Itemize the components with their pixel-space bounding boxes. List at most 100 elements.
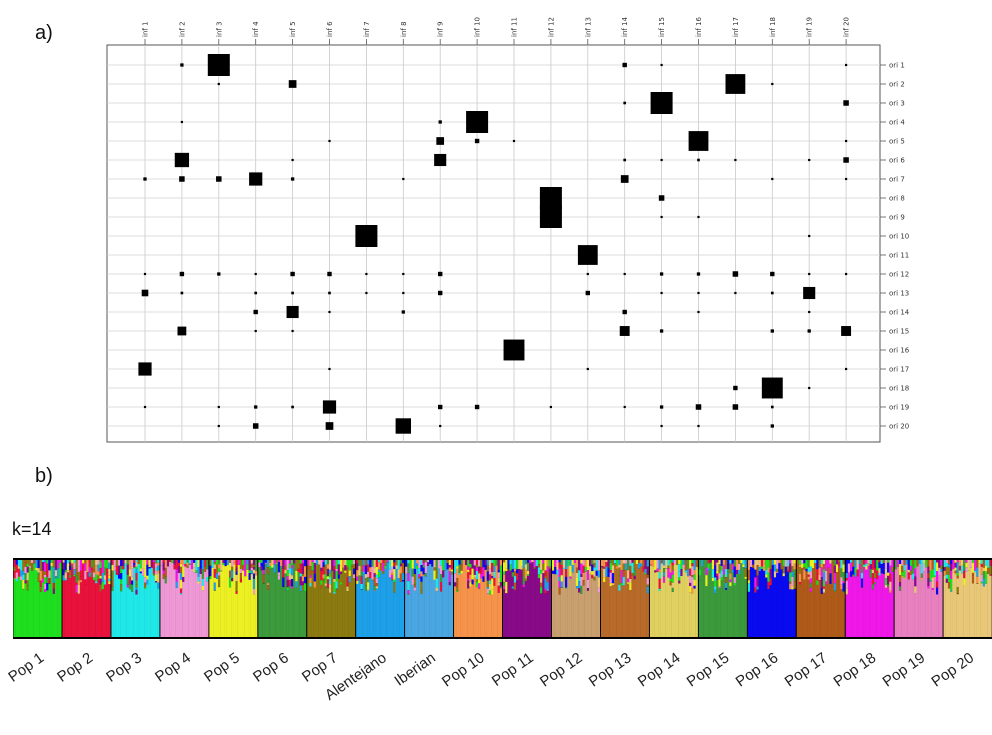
ancestry-segment [269, 560, 272, 563]
ancestry-bar [413, 590, 417, 637]
ancestry-segment [591, 574, 594, 579]
ancestry-segment [157, 570, 160, 574]
ancestry-segment [326, 579, 330, 588]
ancestry-bar [709, 562, 713, 637]
ancestry-segment [920, 563, 924, 574]
population-label: Pop 15 [684, 649, 733, 690]
ancestry-bar [356, 583, 359, 637]
ancestry-bar [597, 592, 601, 637]
ancestry-segment [154, 563, 158, 568]
ancestry-segment [765, 574, 768, 578]
ancestry-segment [978, 560, 981, 564]
ancestry-segment [903, 560, 906, 566]
column-label: inf 8 [400, 21, 408, 37]
ancestry-segment [927, 585, 930, 589]
ancestry-segment [869, 560, 873, 565]
ancestry-segment [237, 560, 241, 565]
ancestry-segment [686, 560, 690, 570]
ancestry-segment [286, 587, 289, 591]
ancestry-segment [75, 582, 78, 585]
ancestry-bar [803, 579, 806, 637]
ancestry-segment [646, 586, 650, 591]
ancestry-bar [589, 573, 592, 637]
ancestry-segment [578, 570, 581, 582]
ancestry-bar [829, 583, 832, 637]
ancestry-segment [320, 567, 323, 571]
heatmap-cell [619, 326, 630, 336]
ancestry-segment [887, 560, 890, 563]
ancestry-segment [646, 590, 650, 594]
ancestry-segment [842, 564, 845, 573]
ancestry-segment [101, 562, 105, 573]
ancestry-segment [367, 589, 370, 591]
ancestry-segment [26, 572, 29, 581]
ancestry-bar [816, 584, 819, 637]
ancestry-segment [640, 560, 643, 564]
ancestry-bar [845, 594, 849, 637]
heatmap-cell [808, 158, 811, 162]
ancestry-segment [805, 568, 808, 572]
ancestry-bar [237, 564, 241, 637]
ancestry-segment [620, 583, 623, 586]
ancestry-segment [578, 560, 581, 571]
ancestry-segment [597, 570, 601, 578]
ancestry-segment [544, 570, 547, 576]
ancestry-bar [950, 591, 953, 637]
ancestry-bar [248, 579, 251, 637]
ancestry-segment [97, 560, 100, 565]
ancestry-bar [852, 576, 855, 637]
ancestry-segment [415, 560, 419, 564]
ancestry-segment [731, 563, 734, 570]
ancestry-segment [13, 577, 16, 579]
ancestry-segment [356, 580, 359, 584]
ancestry-segment [197, 567, 200, 577]
column-label: inf 3 [215, 21, 223, 37]
ancestry-bar [631, 575, 634, 637]
ancestry-segment [460, 564, 463, 571]
ancestry-segment [520, 560, 523, 567]
ancestry-segment [847, 563, 851, 573]
ancestry-segment [842, 583, 845, 592]
heatmap-cell [623, 405, 626, 409]
heatmap-cell [254, 405, 258, 409]
heatmap-cell [141, 289, 149, 297]
ancestry-segment [591, 564, 594, 572]
ancestry-segment [313, 581, 317, 588]
heatmap-cell [659, 272, 664, 276]
ancestry-segment [578, 588, 581, 593]
ancestry-segment [46, 585, 49, 591]
ancestry-bar [963, 585, 966, 637]
ancestry-segment [656, 568, 659, 572]
ancestry-segment [375, 583, 379, 587]
ancestry-segment [691, 560, 694, 564]
ancestry-segment [760, 566, 764, 570]
ancestry-bar [720, 579, 723, 637]
ancestry-bar [763, 570, 766, 637]
ancestry-segment [667, 568, 670, 578]
ancestry-segment [148, 567, 151, 569]
ancestry-segment [139, 571, 143, 574]
ancestry-segment [84, 563, 87, 572]
ancestry-segment [878, 572, 881, 576]
ancestry-segment [660, 560, 664, 564]
ancestry-bar [17, 576, 21, 637]
ancestry-segment [856, 569, 859, 577]
ancestry-segment [807, 576, 810, 580]
ancestry-bar [433, 579, 436, 637]
ancestry-bar [177, 572, 181, 637]
ancestry-segment [982, 560, 986, 568]
ancestry-segment [537, 560, 541, 565]
ancestry-segment [467, 560, 470, 567]
ancestry-bar [335, 589, 338, 637]
ancestry-segment [435, 560, 438, 570]
ancestry-bar [782, 576, 786, 637]
ancestry-segment [560, 575, 564, 582]
ancestry-segment [497, 577, 501, 583]
ancestry-segment [854, 572, 857, 577]
ancestry-segment [64, 569, 68, 573]
ancestry-bar [695, 567, 698, 637]
ancestry-bar [635, 564, 639, 637]
ancestry-segment [115, 560, 119, 566]
ancestry-segment [722, 564, 726, 575]
ancestry-bar [820, 593, 824, 637]
